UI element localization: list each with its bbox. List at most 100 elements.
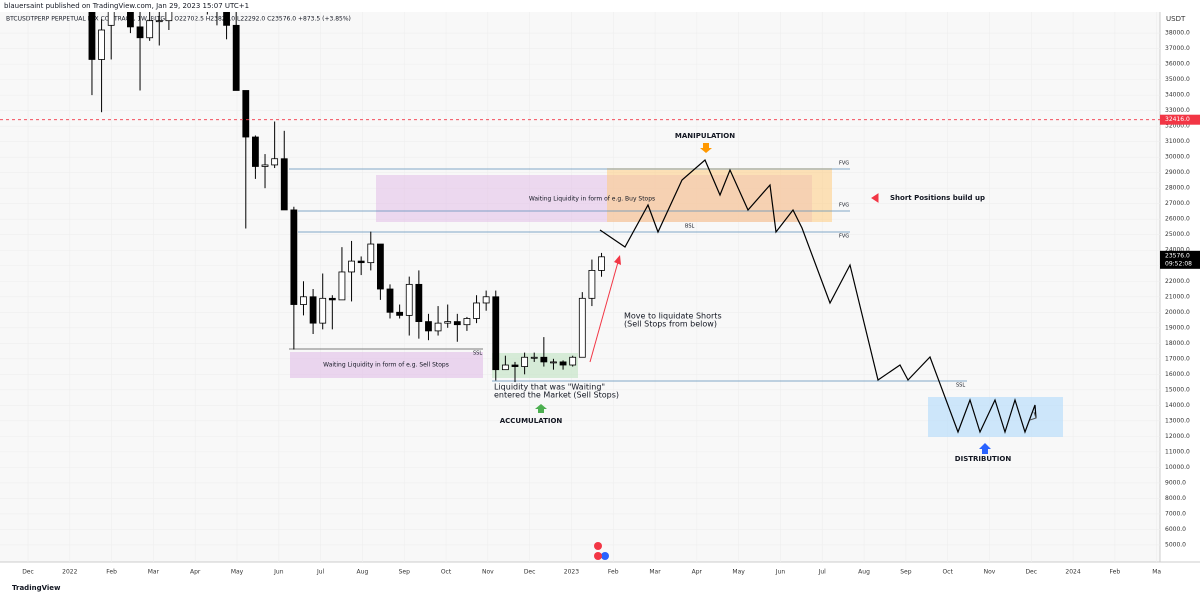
annotation: FVG: [839, 161, 849, 167]
candle-body: [598, 256, 605, 271]
candle-body: [136, 26, 144, 39]
y-tick-label: 26000.0: [1165, 216, 1190, 223]
x-tick-label: 2023: [564, 569, 579, 576]
y-tick-label: 10000.0: [1165, 464, 1190, 471]
candle-body: [252, 136, 259, 167]
candle-body: [511, 364, 519, 367]
y-tick-label: 14000.0: [1165, 402, 1190, 409]
y-tick-label: 28000.0: [1165, 185, 1190, 192]
red-arrow: [589, 261, 619, 363]
y-tick-label: 29000.0: [1165, 169, 1190, 176]
candle-body: [540, 356, 548, 363]
candle-body: [434, 322, 442, 332]
annotation: Liquidity that was "Waiting": [494, 383, 605, 392]
blue-arrow: [979, 443, 991, 454]
y-tick-label: 38000.0: [1165, 30, 1190, 37]
annotation: MANIPULATION: [675, 132, 735, 140]
x-tick-label: Nov: [482, 569, 494, 576]
short-arrow: [871, 193, 879, 203]
x-tick-label: Sep: [399, 569, 411, 576]
candle-body: [146, 20, 154, 39]
arrows: [535, 143, 991, 454]
y-tick-label: 15000.0: [1165, 386, 1190, 393]
annotation: ACCUMULATION: [500, 417, 563, 425]
candle-body: [290, 209, 298, 305]
candle-body: [309, 296, 317, 324]
candle-body: [319, 297, 327, 324]
x-tick-label: Ma: [1152, 569, 1161, 576]
x-tick-label: Oct: [441, 569, 452, 576]
price-label-bg: [1160, 114, 1200, 125]
y-tick-label: 32000.0: [1165, 123, 1190, 130]
y-tick-label: 22000.0: [1165, 278, 1190, 285]
candle-body: [569, 356, 577, 366]
candle-body: [386, 288, 394, 313]
countdown: 09:52:08: [1165, 260, 1192, 267]
x-tick-label: Jul: [316, 569, 325, 576]
annotation: SSL: [473, 351, 482, 357]
annotation: FVG: [839, 203, 849, 209]
candle-body: [88, 12, 96, 60]
y-tick-label: 20000.0: [1165, 309, 1190, 316]
annotation: Move to liquidate Shorts: [624, 312, 722, 321]
candle-body: [348, 260, 355, 273]
sell-stop-zone: [290, 352, 483, 378]
candle-body: [453, 321, 461, 326]
orange-arrow: [700, 143, 712, 153]
candle-body: [588, 270, 596, 299]
projection-arrowhead: [1029, 411, 1037, 421]
y-tick-label: 34000.0: [1165, 92, 1190, 99]
y-tick-label: 13000.0: [1165, 417, 1190, 424]
y-tick-label: 19000.0: [1165, 324, 1190, 331]
candle-body: [338, 271, 346, 301]
x-tick-label: Apr: [692, 569, 703, 576]
y-tick-label: 24000.0: [1165, 247, 1190, 254]
annotation: SSL: [956, 383, 965, 389]
y-tick-label: 16000.0: [1165, 371, 1190, 378]
candle-body: [425, 321, 432, 332]
last-price-bg: [1160, 250, 1200, 269]
x-tick-label: Feb: [1110, 569, 1121, 576]
candle-body: [232, 24, 240, 91]
annotation: Waiting Liquidity in form of e.g. Sell S…: [323, 362, 449, 369]
candle-body: [242, 90, 250, 138]
candle-body: [280, 158, 288, 211]
footer-logo: TradingView: [12, 584, 61, 592]
y-tick-label: 33000.0: [1165, 107, 1190, 114]
candle-body: [444, 321, 452, 324]
x-tick-label: May: [231, 569, 244, 576]
candle-body: [559, 361, 567, 366]
x-tick-label: Jun: [273, 569, 284, 576]
y-tick-label: 17000.0: [1165, 355, 1190, 362]
y-tick-label: 25000.0: [1165, 231, 1190, 238]
x-tick-label: Dec: [524, 569, 536, 576]
candle-body: [521, 356, 529, 367]
red-arrowhead: [614, 255, 621, 265]
y-tick-label: 11000.0: [1165, 448, 1190, 455]
y-tick-label: 37000.0: [1165, 45, 1190, 52]
candle-body: [367, 243, 375, 264]
x-tick-label: Apr: [190, 569, 201, 576]
y-tick-label: 30000.0: [1165, 154, 1190, 161]
x-tick-label: Dec: [22, 569, 34, 576]
event-icon: [594, 542, 602, 550]
currency: USDT: [1166, 15, 1186, 23]
candle-body: [482, 296, 490, 304]
candle-body: [415, 283, 423, 322]
annotation: (Sell Stops from below): [624, 320, 717, 329]
x-tick-label: Aug: [357, 569, 369, 576]
last-price-label: 23576.0: [1165, 252, 1190, 259]
candle-body: [463, 318, 471, 326]
candle-body: [357, 260, 365, 264]
candle-body: [127, 12, 134, 28]
y-tick-label: 12000.0: [1165, 433, 1190, 440]
candle-body: [328, 297, 336, 301]
y-tick-label: 8000.0: [1165, 495, 1186, 502]
candle-body: [271, 158, 279, 166]
x-tick-label: 2022: [62, 569, 77, 576]
annotation: Short Positions build up: [890, 194, 985, 202]
annotation: BSL: [685, 224, 695, 230]
candle-body: [405, 283, 413, 316]
plot-area: [0, 12, 1160, 562]
